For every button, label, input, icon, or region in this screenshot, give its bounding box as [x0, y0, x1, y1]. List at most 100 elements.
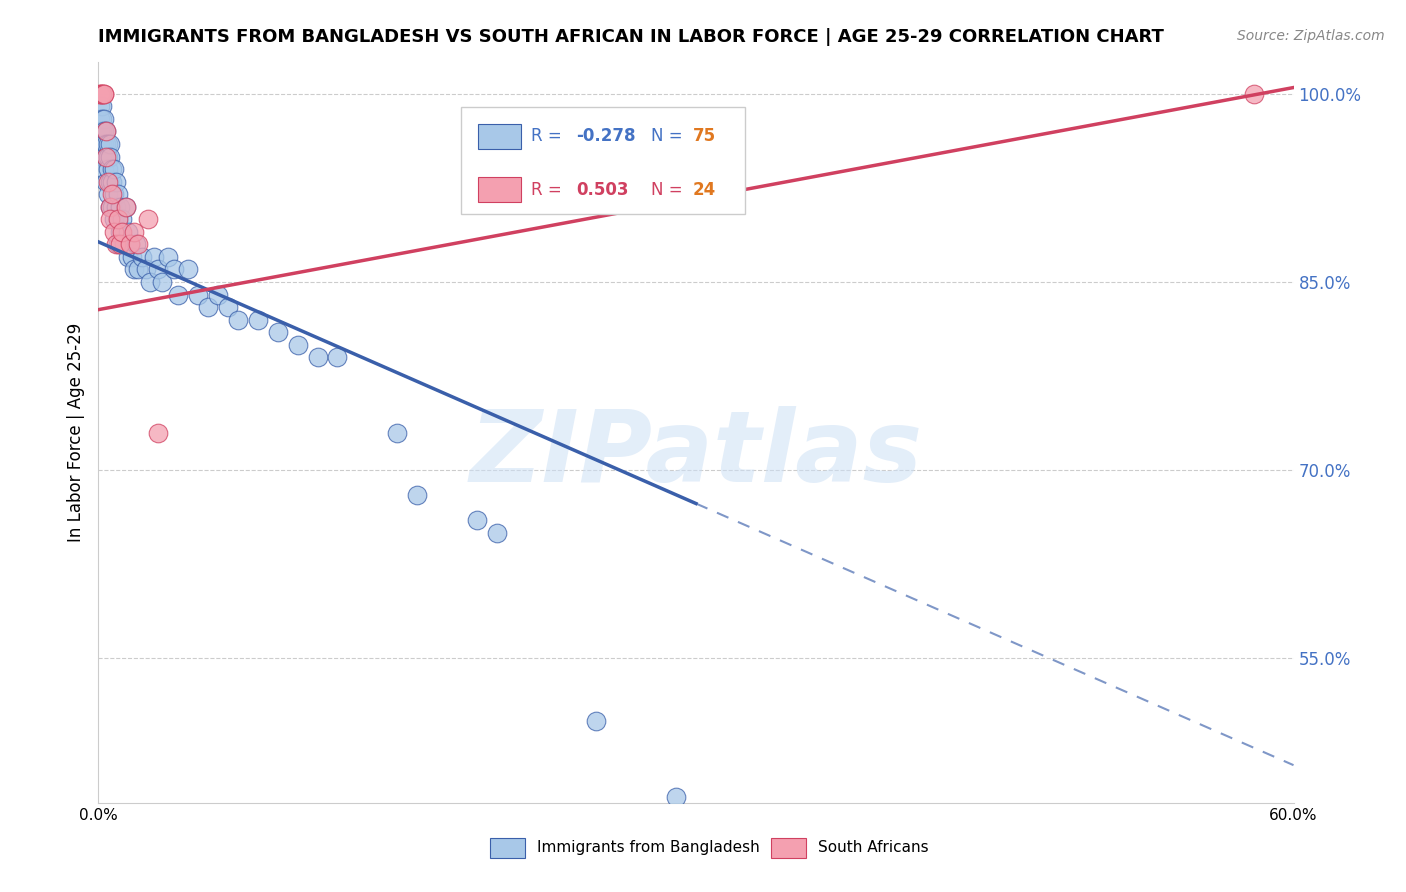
Point — [105, 200, 128, 214]
Point — [93, 162, 115, 177]
Point — [150, 275, 173, 289]
Point — [89, 112, 111, 126]
Point — [115, 200, 138, 214]
Point — [97, 162, 120, 177]
Point — [111, 212, 134, 227]
Point — [246, 312, 269, 326]
Point — [101, 200, 124, 214]
Point — [135, 262, 157, 277]
Point — [385, 425, 409, 440]
Text: Source: ZipAtlas.com: Source: ZipAtlas.com — [1237, 29, 1385, 43]
Point — [89, 136, 111, 151]
Point — [98, 212, 122, 227]
Point — [120, 237, 142, 252]
Point — [96, 150, 118, 164]
Point — [91, 150, 114, 164]
Point — [267, 325, 290, 339]
Point — [187, 287, 209, 301]
Point — [105, 175, 128, 189]
Point — [139, 275, 162, 289]
Text: R =: R = — [531, 181, 567, 199]
Text: 24: 24 — [692, 181, 716, 199]
Point — [226, 312, 249, 326]
Point — [465, 513, 488, 527]
Point — [97, 187, 120, 202]
Point — [136, 212, 159, 227]
Point — [148, 262, 170, 277]
Point — [177, 262, 200, 277]
FancyBboxPatch shape — [772, 838, 806, 857]
Point — [96, 124, 118, 138]
Point — [91, 87, 114, 101]
Point — [585, 714, 607, 729]
Point — [93, 136, 115, 151]
Point — [107, 212, 129, 227]
FancyBboxPatch shape — [478, 178, 522, 202]
Point — [148, 425, 170, 440]
Point — [91, 112, 114, 126]
Point — [107, 237, 129, 252]
Text: Immigrants from Bangladesh: Immigrants from Bangladesh — [537, 840, 759, 855]
Point — [110, 225, 132, 239]
Point — [103, 162, 125, 177]
Point — [157, 250, 180, 264]
Point — [93, 87, 115, 101]
Point — [98, 175, 122, 189]
Point — [143, 250, 166, 264]
Point — [110, 200, 132, 214]
Point — [112, 237, 135, 252]
Point — [111, 225, 134, 239]
FancyBboxPatch shape — [491, 838, 524, 857]
Point — [98, 200, 122, 214]
Text: -0.278: -0.278 — [576, 128, 636, 145]
Point — [127, 237, 149, 252]
Point — [124, 225, 146, 239]
Point — [665, 789, 688, 804]
Point — [103, 212, 125, 227]
Text: R =: R = — [531, 128, 567, 145]
Point — [163, 262, 186, 277]
Point — [98, 136, 122, 151]
Text: N =: N = — [651, 128, 688, 145]
Point — [89, 124, 111, 138]
FancyBboxPatch shape — [461, 107, 745, 214]
Point — [91, 99, 114, 113]
Point — [96, 136, 118, 151]
Point — [96, 150, 118, 164]
Point — [124, 262, 146, 277]
Text: 75: 75 — [692, 128, 716, 145]
Point — [121, 250, 143, 264]
FancyBboxPatch shape — [478, 124, 522, 149]
Point — [89, 87, 111, 101]
Point — [485, 526, 508, 541]
Text: 0.503: 0.503 — [576, 181, 628, 199]
Point — [131, 250, 153, 264]
Point — [117, 225, 139, 239]
Point — [125, 237, 148, 252]
Point — [93, 150, 115, 164]
Point — [103, 187, 125, 202]
Point — [117, 250, 139, 264]
Point — [97, 175, 120, 189]
Point — [91, 136, 114, 151]
Point — [107, 212, 129, 227]
Point — [91, 87, 114, 101]
Point — [96, 175, 118, 189]
Point — [101, 187, 124, 202]
Point — [197, 300, 219, 314]
Point — [107, 187, 129, 202]
Point — [97, 150, 120, 164]
Point — [103, 225, 125, 239]
Point — [89, 87, 111, 101]
Point — [89, 99, 111, 113]
Point — [110, 237, 132, 252]
Point — [93, 87, 115, 101]
Text: IMMIGRANTS FROM BANGLADESH VS SOUTH AFRICAN IN LABOR FORCE | AGE 25-29 CORRELATI: IMMIGRANTS FROM BANGLADESH VS SOUTH AFRI… — [98, 28, 1164, 45]
Point — [98, 150, 122, 164]
Point — [91, 124, 114, 138]
Point — [326, 351, 349, 365]
Point — [96, 124, 118, 138]
Point — [120, 237, 142, 252]
Text: ZIPatlas: ZIPatlas — [470, 407, 922, 503]
Point — [1243, 87, 1265, 101]
